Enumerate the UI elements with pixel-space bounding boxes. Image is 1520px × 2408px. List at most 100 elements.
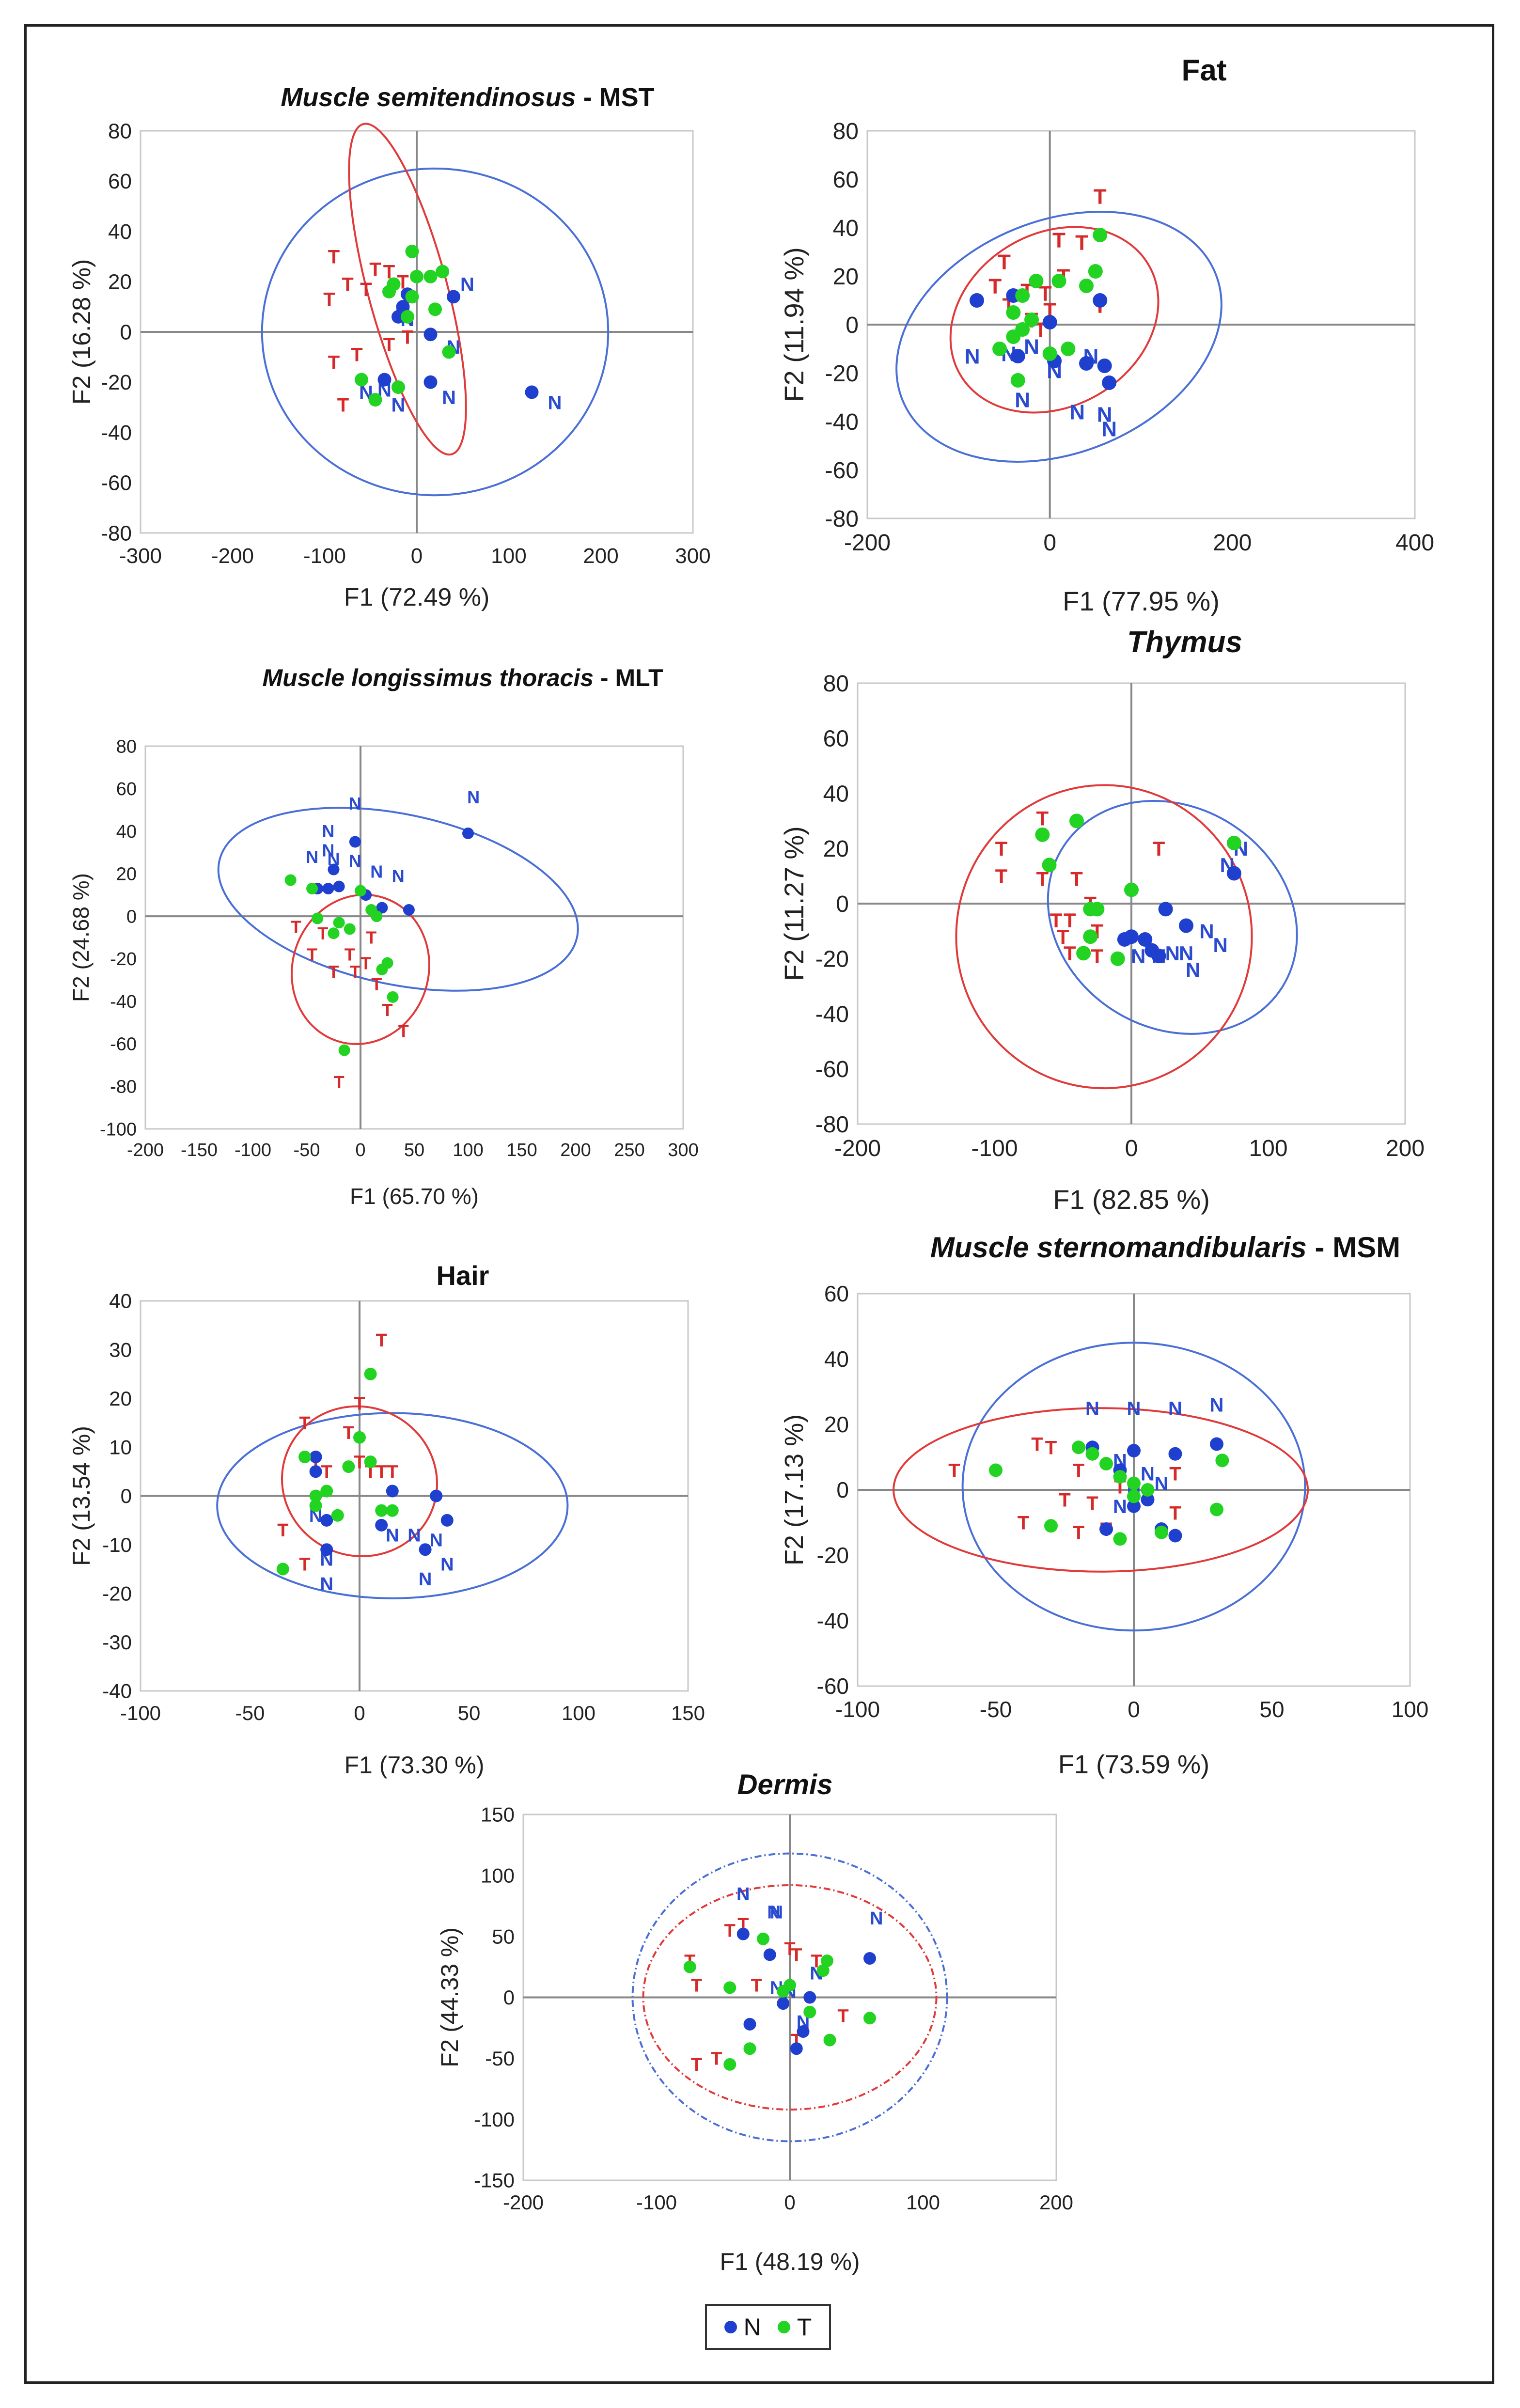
- chart-thymus-point-n: [1158, 902, 1173, 917]
- chart-mst-point-t: [405, 245, 419, 258]
- chart-dermis-point-label-n: N: [870, 1908, 883, 1929]
- chart-hair-point-label-t: T: [387, 1462, 398, 1482]
- chart-hair-point-label-t: T: [277, 1520, 288, 1541]
- chart-hair-point-t: [375, 1504, 388, 1517]
- chart-mlt-point-label-t: T: [307, 945, 317, 965]
- chart-mlt-point-label-t: T: [334, 1072, 345, 1092]
- chart-mst-y-tick-label: 60: [108, 170, 132, 193]
- chart-fat-point-t: [1015, 322, 1030, 337]
- chart-dermis-point-t: [743, 2042, 756, 2055]
- chart-thymus-point-label-t: T: [1064, 909, 1076, 932]
- chart-hair-point-label-n: N: [429, 1530, 442, 1550]
- panel-title-italic: Muscle semitendinosus: [281, 83, 576, 112]
- scatter-chart-dermis: -200 -100 0 100 200 -150 -100 -50 0 50 100 150 F1 (4…: [436, 1803, 1073, 2275]
- chart-mst-x-tick-label: -100: [303, 544, 346, 568]
- chart-mlt-x-axis-label: F1 (65.70 %): [350, 1184, 479, 1209]
- chart-msm-point-t: [1072, 1440, 1085, 1454]
- chart-mst-point-t: [355, 373, 368, 387]
- chart-msm-point-t: [1113, 1532, 1127, 1546]
- panel-title: Muscle longissimus thoracis - MLT: [58, 664, 814, 692]
- chart-dermis-point-t: [757, 1932, 769, 1945]
- chart-mlt-point-n: [349, 836, 361, 848]
- chart-fat-point-t: [1015, 288, 1030, 303]
- chart-fat-point-label-n: N: [1097, 403, 1113, 426]
- chart-mst-y-tick-label: 0: [120, 320, 132, 344]
- chart-thymus-point-label-t: T: [1091, 945, 1104, 968]
- panel-title: Hair: [58, 1260, 814, 1291]
- chart-fat-point-label-t: T: [1075, 231, 1088, 254]
- chart-msm-y-tick-label: -20: [817, 1543, 849, 1568]
- chart-mlt-point-t: [387, 991, 399, 1003]
- chart-mst-point-label-n: N: [392, 394, 406, 416]
- chart-hair-point-t: [342, 1460, 355, 1473]
- chart-dermis-x-tick-label: 200: [1039, 2191, 1073, 2214]
- chart-hair-y-tick-label: -20: [102, 1582, 132, 1605]
- chart-hair-point-t: [309, 1489, 322, 1502]
- chart-mlt-y-tick-label: 40: [116, 822, 137, 842]
- chart-fat-point-t: [1051, 274, 1066, 288]
- chart-dermis-point-n: [777, 1997, 790, 2010]
- chart-dermis-point-label-n: N: [767, 1903, 780, 1923]
- chart-thymus-y-tick-label: -20: [815, 947, 849, 972]
- chart-thymus-point-t: [1124, 882, 1139, 897]
- chart-msm-x-tick-label: 0: [1128, 1697, 1140, 1722]
- chart-thymus-x-tick-label: 0: [1125, 1136, 1138, 1161]
- chart-mst-point-label-t: T: [383, 334, 395, 356]
- chart-fat-y-tick-label: 40: [833, 216, 859, 241]
- panel-title-plain: Fat: [1181, 54, 1227, 87]
- chart-hair-x-tick-label: -100: [120, 1702, 161, 1724]
- chart-thymus-point-label-n: N: [1186, 958, 1200, 981]
- chart-hair-point-label-t: T: [354, 1452, 365, 1472]
- chart-msm-point-label-n: N: [1210, 1395, 1224, 1416]
- chart-mst-point-n: [423, 375, 438, 389]
- chart-mlt-point-n: [322, 883, 334, 895]
- chart-fat-point-t: [1088, 264, 1103, 279]
- chart-dermis-x-tick-label: -100: [636, 2191, 677, 2214]
- chart-msm-y-axis-label: F2 (17.13 %): [780, 1414, 809, 1565]
- chart-fat-point-t: [1010, 373, 1025, 388]
- chart-msm-point-label-n: N: [1127, 1398, 1141, 1419]
- chart-mst-point-t: [423, 269, 438, 283]
- chart-mlt-point-label-t: T: [317, 923, 328, 943]
- chart-dermis-ellipse-t: [642, 1884, 938, 2111]
- chart-fat-point-t: [1006, 305, 1021, 320]
- chart-hair-point-n: [375, 1518, 388, 1532]
- scatter-chart-msm: -100 -50 0 50 100 -60 -40 -20 0 20 40 60 F1 (73.59 %…: [780, 1281, 1428, 1779]
- chart-mlt-y-tick-label: 60: [116, 779, 137, 799]
- chart-dermis-point-n: [763, 1948, 776, 1961]
- chart-thymus-point-label-t: T: [995, 837, 1008, 860]
- chart-fat-point-n: [1042, 315, 1057, 329]
- chart-mst-y-tick-label: -40: [101, 421, 132, 445]
- chart-hair-point-t: [276, 1563, 289, 1576]
- chart-msm-y-tick-label: 20: [824, 1412, 849, 1437]
- chart-fat-point-label-n: N: [1101, 417, 1117, 441]
- chart-mlt-point-t: [284, 874, 297, 886]
- chart-msm-point-t: [1210, 1502, 1223, 1517]
- chart-mst-point-label-t: T: [360, 279, 372, 300]
- chart-msm-point-t: [1099, 1457, 1113, 1470]
- panel-title-italic: Thymus: [1127, 625, 1242, 659]
- chart-hair-point-n: [440, 1514, 454, 1527]
- chart-thymus-point-label-t: T: [1064, 942, 1076, 965]
- chart-thymus-point-label-t: T: [1050, 909, 1063, 932]
- chart-dermis-point-n: [863, 1952, 876, 1965]
- chart-hair-y-tick-label: 40: [109, 1290, 132, 1313]
- chart-dermis-point-n: [743, 2017, 756, 2031]
- chart-fat-x-tick-label: 0: [1043, 530, 1056, 556]
- chart-msm-point-n: [1210, 1437, 1223, 1451]
- chart-thymus-point-label-t: T: [1057, 925, 1069, 948]
- chart-mst-point-label-n: N: [442, 387, 456, 408]
- chart-mlt-x-tick-label: 150: [506, 1140, 537, 1160]
- chart-dermis-point-label-t: T: [791, 1945, 802, 1966]
- chart-thymus-point-label-n: N: [1213, 934, 1227, 956]
- chart-mst-point-t: [368, 393, 382, 407]
- chart-thymus-point-label-n: N: [1199, 920, 1214, 943]
- chart-mlt-x-tick-label: -50: [294, 1140, 320, 1160]
- chart-msm-point-label-t: T: [1169, 1463, 1181, 1485]
- panel-thymus: Thymus -200 -100 0 100 200 -80 -60 -40 -20 0 20 40 6…: [770, 625, 1483, 1235]
- chart-fat-x-axis-label: F1 (77.95 %): [1063, 586, 1220, 616]
- chart-thymus-x-tick-label: 100: [1249, 1136, 1287, 1161]
- chart-thymus-point-t: [1110, 951, 1125, 966]
- chart-fat-point-label-n: N: [965, 344, 980, 368]
